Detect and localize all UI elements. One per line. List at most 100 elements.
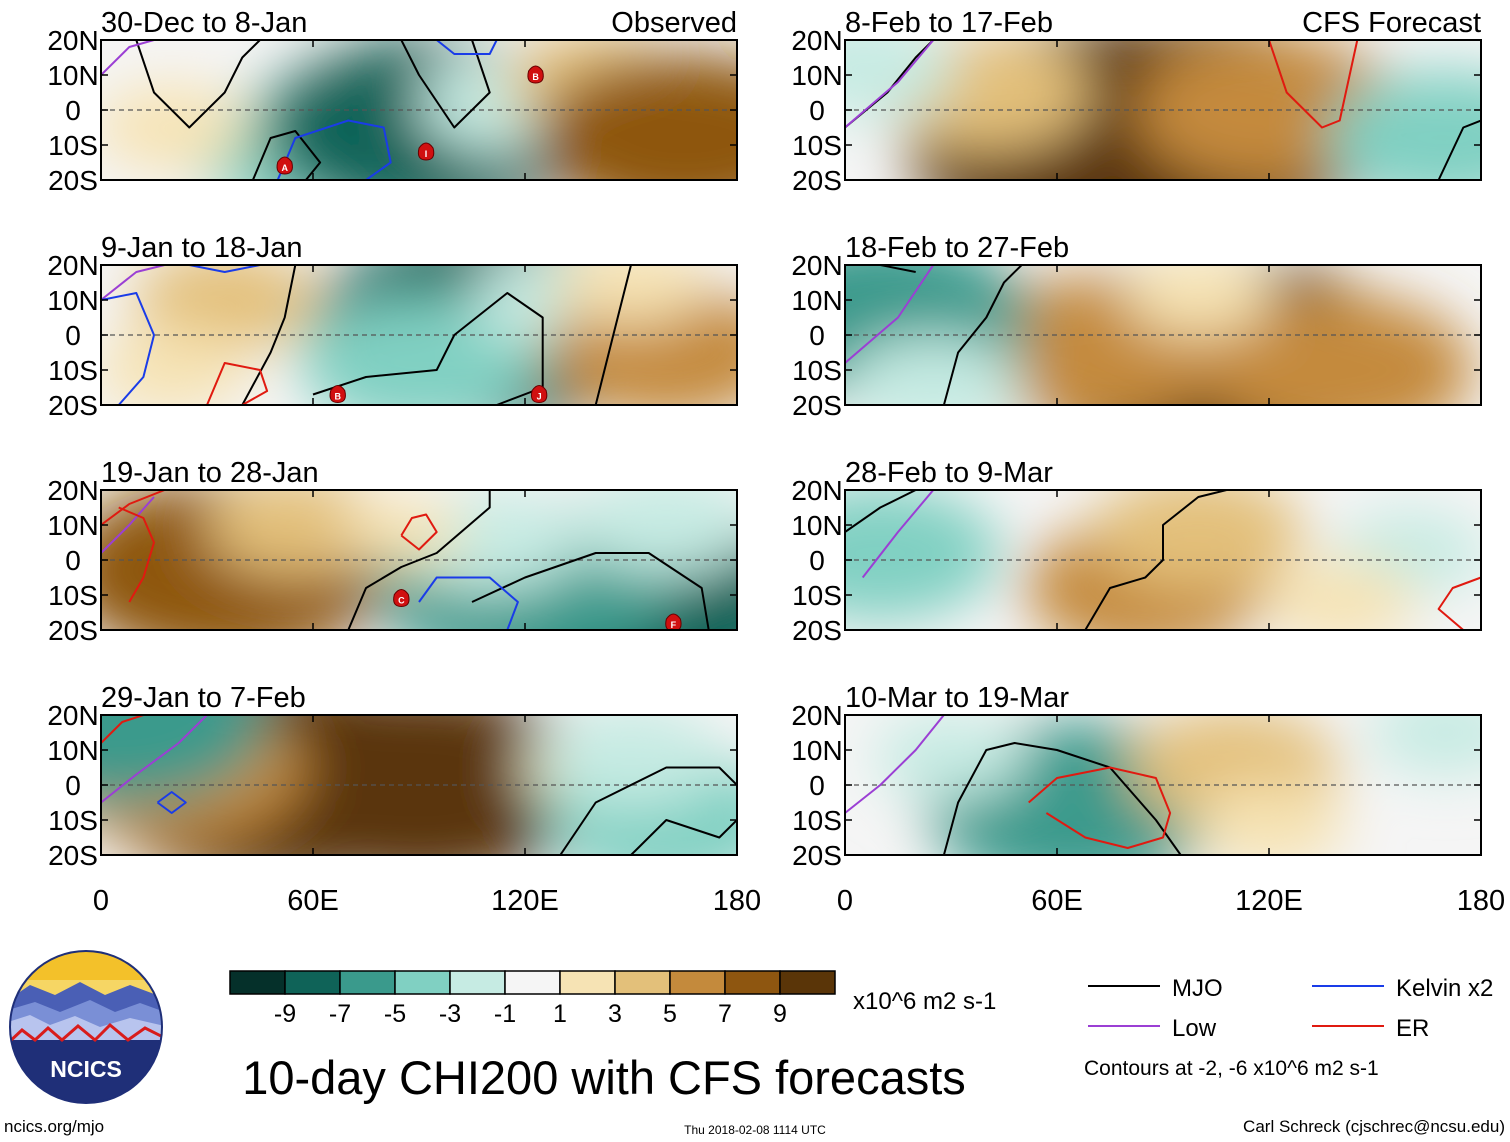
colorbar-label: 7 <box>718 1000 732 1028</box>
storm-marker: C <box>393 589 410 608</box>
y-tick-label: 20S <box>48 840 98 871</box>
mjo-contour <box>559 766 737 855</box>
panel-period: 19-Jan to 28-Jan <box>101 457 319 489</box>
storm-marker: J <box>530 385 548 404</box>
storm-label: J <box>537 392 542 402</box>
er-contour <box>400 513 438 551</box>
legend: MJO Kelvin x2 Low ER Contours at -2, -6 x10^… <box>1084 975 1493 1080</box>
y-tick-label: 0 <box>809 770 825 801</box>
low-contour <box>845 265 935 364</box>
storm-marker: A <box>276 156 293 175</box>
y-tick-label: 20S <box>48 390 98 421</box>
mjo-contour <box>347 490 491 630</box>
panel-5: 20N 10N 0 10S 20S 18-Feb to 27-Feb <box>791 232 1482 421</box>
colorbar-label: -9 <box>274 1000 296 1028</box>
storm-label: B <box>334 392 341 402</box>
mjo-contour <box>471 552 710 630</box>
colorbar-label: -5 <box>384 1000 406 1028</box>
storm-marker: B <box>329 385 346 404</box>
storm-label: C <box>398 596 405 606</box>
anomaly-blob <box>554 265 708 326</box>
er-contour <box>1028 766 1172 849</box>
mjo-contour <box>942 742 1182 855</box>
kelvin-contour <box>101 292 155 405</box>
panel-period: 29-Jan to 7-Feb <box>101 682 306 714</box>
low-contour <box>101 715 208 804</box>
y-tick-label: 10N <box>791 285 842 316</box>
colorbar-label: 9 <box>773 1000 787 1028</box>
panel-6: 20N 10N 0 10S 20S 28-Feb to 9-Mar <box>791 457 1482 646</box>
y-tick-label: 10N <box>47 510 98 541</box>
y-tick-label: 20N <box>47 475 98 506</box>
anomaly-blob <box>539 715 723 809</box>
mjo-contour <box>312 292 544 405</box>
y-tick-label: 20S <box>792 840 842 871</box>
y-tick-label: 0 <box>65 95 81 126</box>
colorbar-swatch <box>669 970 726 995</box>
anomaly-blob <box>1121 265 1276 337</box>
kelvin-contour <box>418 576 519 630</box>
kelvin-contour <box>436 40 498 55</box>
panel-2: C F 20N 10N 0 10S 20S 19-Jan to 28-Jan <box>47 457 738 646</box>
colorbar-swatch <box>284 970 341 995</box>
y-tick-label: 10S <box>792 580 842 611</box>
low-legend-label: Low <box>1172 1015 1217 1042</box>
y-tick-label: 0 <box>809 95 825 126</box>
er-contour <box>206 362 269 405</box>
colorbar-swatch <box>559 970 616 995</box>
panel-period: 8-Feb to 17-Feb <box>845 7 1053 39</box>
mjo-contour <box>1437 119 1481 180</box>
colorbar-swatch <box>229 970 286 995</box>
mjo-contour <box>251 130 322 180</box>
y-tick-label: 0 <box>65 770 81 801</box>
colorbar-label: 5 <box>663 1000 677 1028</box>
y-tick-label: 20N <box>47 250 98 281</box>
y-tick-label: 10S <box>792 130 842 161</box>
y-tick-label: 10S <box>48 805 98 836</box>
colorbar-label: 3 <box>608 1000 622 1028</box>
y-tick-label: 20S <box>792 615 842 646</box>
anomaly-blob <box>338 496 464 568</box>
panel-3: 20N 10N 0 10S 20S 29-Jan to 7-Feb <box>47 682 738 871</box>
mjo-contour <box>845 265 916 273</box>
x-tick-label: 0 <box>837 885 853 917</box>
y-tick-label: 0 <box>809 320 825 351</box>
y-tick-label: 20N <box>791 25 842 56</box>
colorbar-swatch <box>779 970 836 995</box>
low-contour <box>845 40 935 129</box>
colorbar-swatch <box>339 970 396 995</box>
mjo-contour <box>135 40 261 129</box>
kelvin-contour <box>189 265 261 273</box>
y-tick-label: 0 <box>809 545 825 576</box>
low-contour <box>101 265 165 301</box>
panel-period: 30-Dec to 8-Jan <box>101 7 307 39</box>
er-contour <box>1437 576 1481 630</box>
timestamp: Thu 2018-02-08 1114 UTC <box>684 1123 826 1137</box>
er-contour <box>101 715 144 744</box>
low-contour <box>101 40 155 76</box>
kelvin-contour <box>276 119 392 180</box>
y-tick-label: 20N <box>791 475 842 506</box>
y-tick-label: 10N <box>47 60 98 91</box>
mjo-contour <box>594 265 632 405</box>
anomaly-blob <box>535 54 737 180</box>
y-tick-label: 20N <box>791 700 842 731</box>
y-tick-label: 20S <box>792 165 842 196</box>
legend-note: Contours at -2, -6 x10^6 m2 s-1 <box>1084 1057 1379 1080</box>
mjo-contour <box>630 819 737 855</box>
er-contour <box>1268 40 1359 129</box>
y-tick-label: 20N <box>47 700 98 731</box>
mjo-legend-label: MJO <box>1172 975 1223 1002</box>
colorbar-swatch <box>449 970 506 995</box>
storm-marker: I <box>417 142 435 161</box>
colorbar-swatch <box>724 970 781 995</box>
anomaly-blob <box>1092 490 1304 592</box>
anomaly-blob <box>1205 294 1475 405</box>
source-url: ncics.org/mjo <box>4 1117 104 1136</box>
colorbar-label: -1 <box>494 1000 516 1028</box>
panel-7: 20N 10N 0 10S 20S 10-Mar to 19-Mar <box>791 682 1482 871</box>
y-tick-label: 10S <box>792 805 842 836</box>
credit: Carl Schreck (cjschrec@ncsu.edu) <box>1243 1117 1505 1136</box>
panel-tag: Observed <box>611 7 737 39</box>
colorbar-units: x10^6 m2 s-1 <box>853 988 996 1015</box>
